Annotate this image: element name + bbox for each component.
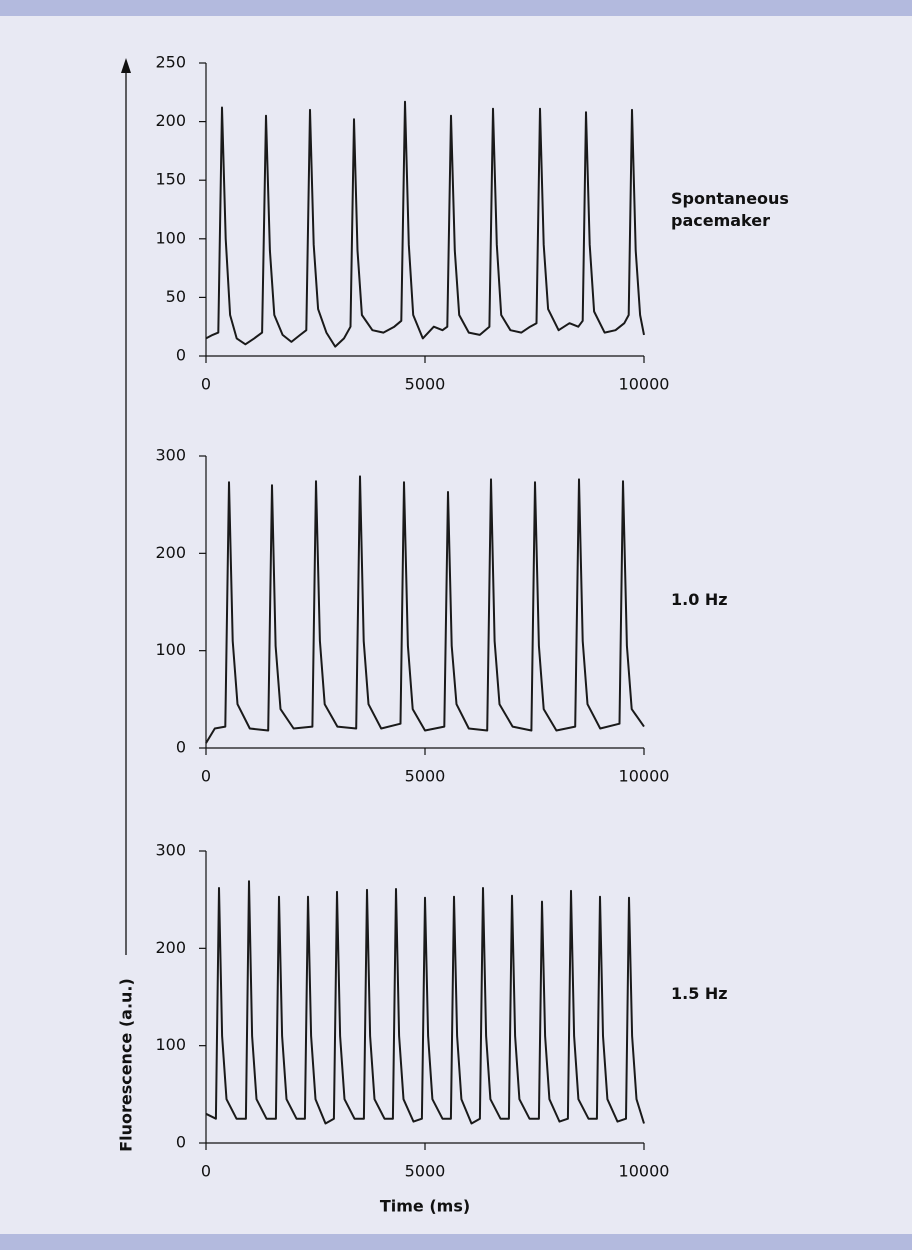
y-axis-label: Fluorescence (a.u.) [117,978,136,1152]
trace [205,880,645,1125]
y-tick-label: 0 [176,1133,186,1152]
y-tick-label: 200 [155,111,186,130]
y-tick-label: 200 [155,543,186,562]
y-tick-label: 100 [155,1035,186,1054]
top-band [0,0,912,16]
y-tick-label: 300 [155,446,186,465]
x-tick-label: 0 [201,375,211,394]
y-tick-label: 200 [155,938,186,957]
y-tick-label: 100 [155,228,186,247]
x-tick-label: 10000 [619,767,670,786]
x-tick-label: 5000 [405,1162,446,1181]
panel-annotation: 1.0 Hz [671,590,728,609]
x-tick-label: 5000 [405,375,446,394]
x-tick-label: 0 [201,1162,211,1181]
trace [205,100,645,348]
x-tick-label: 10000 [619,1162,670,1181]
x-axis-label: Time (ms) [380,1197,470,1216]
y-arrow-head [121,58,131,73]
y-tick-label: 50 [166,287,186,306]
panel-annotation: 1.5 Hz [671,984,728,1003]
y-tick-label: 150 [155,170,186,189]
y-tick-label: 300 [155,841,186,860]
panel-annotation: Spontaneous pacemaker [671,189,789,230]
y-tick-label: 250 [155,53,186,72]
x-tick-label: 0 [201,767,211,786]
x-tick-label: 10000 [619,375,670,394]
y-tick-label: 100 [155,640,186,659]
trace [205,475,645,744]
y-tick-label: 0 [176,346,186,365]
x-tick-label: 5000 [405,767,446,786]
bottom-band [0,1234,912,1250]
y-tick-label: 0 [176,738,186,757]
